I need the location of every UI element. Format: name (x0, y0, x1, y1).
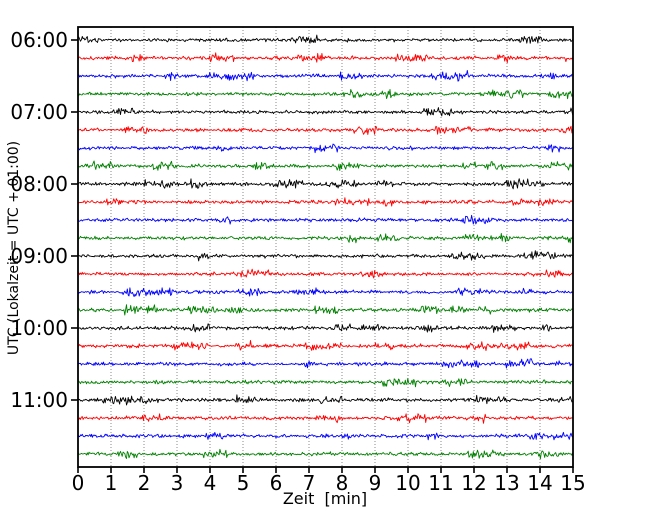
x-tick-label: 10 (395, 471, 421, 495)
y-tick-label: 11:00 (10, 388, 68, 412)
x-tick-label: 13 (494, 471, 520, 495)
y-tick-label: 08:00 (10, 172, 68, 196)
x-axis-label: Zeit [min] (282, 489, 368, 508)
x-tick-label: 8 (335, 471, 349, 495)
x-tick-label: 5 (236, 471, 250, 495)
x-tick-label: 1 (104, 471, 118, 495)
x-tick-label: 6 (269, 471, 283, 495)
x-tick-label: 14 (527, 471, 553, 495)
x-tick-label: 12 (461, 471, 487, 495)
x-tick-label: 11 (428, 471, 454, 495)
y-tick-label: 09:00 (10, 244, 68, 268)
x-tick-label: 0 (71, 471, 85, 495)
x-tick-label: 7 (302, 471, 316, 495)
y-tick-label: 07:00 (10, 100, 68, 124)
x-tick-label: 4 (203, 471, 217, 495)
y-tick-label: 10:00 (10, 316, 68, 340)
x-tick-label: 15 (560, 471, 586, 495)
x-tick-label: 9 (368, 471, 382, 495)
x-tick-label: 2 (137, 471, 151, 495)
x-tick-label: 3 (170, 471, 184, 495)
y-axis-label: UTC (Lokalzeit = UTC + 01:00) (6, 140, 22, 356)
y-tick-label: 06:00 (10, 28, 68, 52)
